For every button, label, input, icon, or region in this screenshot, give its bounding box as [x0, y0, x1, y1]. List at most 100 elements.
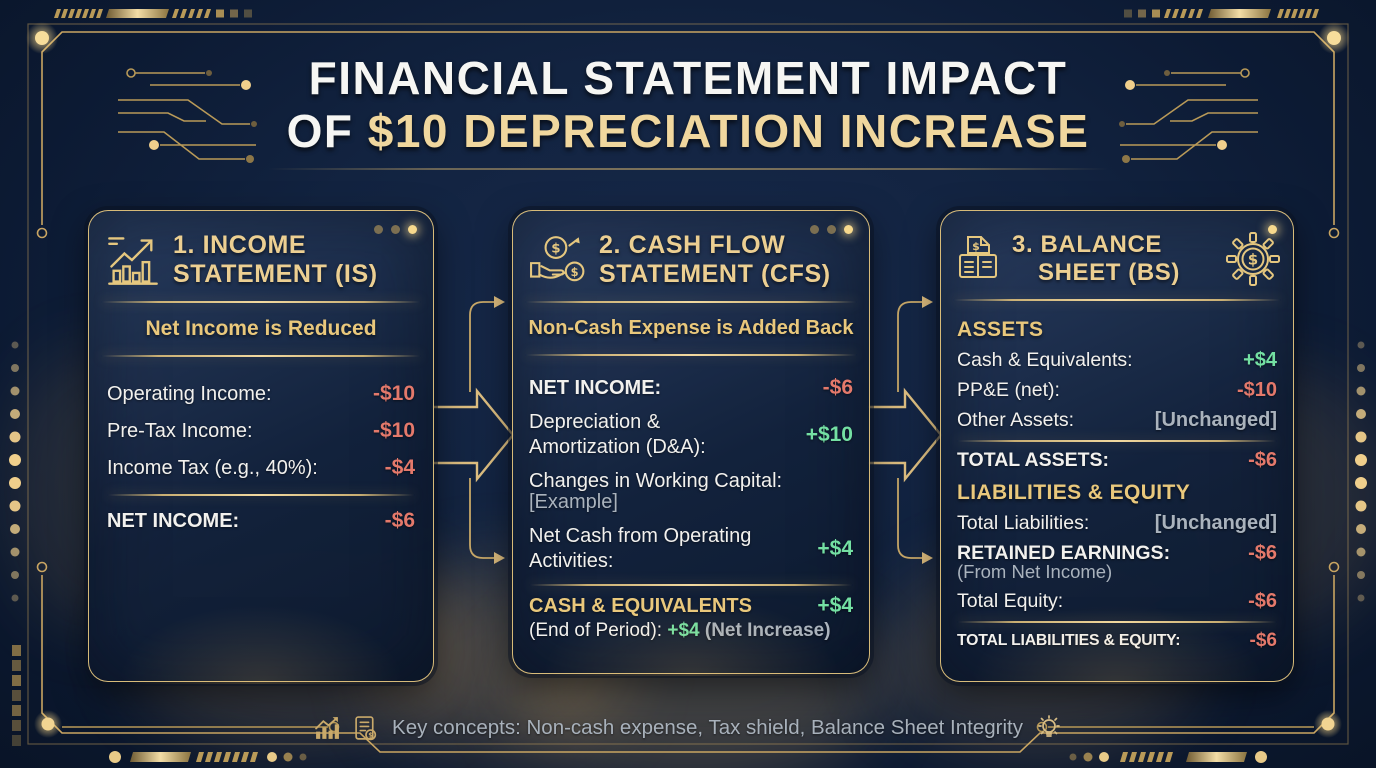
window-dots [810, 225, 853, 234]
row-ppe: PP&E (net): -$10 [957, 379, 1277, 402]
row-net-cash-operating: Net Cash from Operating Activities: +$4 [529, 524, 853, 574]
divider [529, 584, 853, 586]
dot [391, 225, 400, 234]
svg-text:$: $ [368, 731, 373, 739]
title-line2-white: OF [286, 104, 354, 157]
dot-bright [1268, 225, 1277, 234]
row-value: -$10 [372, 382, 415, 405]
divider [953, 299, 1281, 301]
svg-text:$: $ [551, 242, 560, 257]
mini-bar-chart-icon [315, 716, 339, 739]
row-label: Total Equity: [957, 590, 1064, 612]
row-value: -$6 [1248, 542, 1277, 564]
row-label-line1: Net Cash from Operating [529, 525, 752, 547]
row-value: -$6 [1248, 449, 1277, 471]
row-label: Total Liabilities: [957, 512, 1090, 534]
panel-subtitle: Non-Cash Expense is Added Back [528, 317, 854, 339]
panel-header: $ $ 2. CASH FLOW STATEMENT (CFS) [513, 211, 869, 297]
divider [101, 301, 421, 303]
detail-white: (End of Period): [529, 620, 663, 641]
panel-income-statement: 1. INCOME STATEMENT (IS) Net Income is R… [88, 210, 434, 684]
row-cash-equivalents: Cash & Equivalents: +$4 [957, 349, 1277, 372]
row-label-line2: Amortization (D&A): [529, 436, 706, 458]
window-dots [1268, 225, 1277, 234]
mini-document-icon: $ [355, 715, 377, 740]
row-value: -$6 [1249, 630, 1277, 651]
dot [810, 225, 819, 234]
row-label: TOTAL ASSETS: [957, 449, 1110, 471]
row-value: [Unchanged] [1154, 512, 1277, 534]
section-liabilities-equity: LIABILITIES & EQUITY [957, 481, 1191, 504]
panel-title-line1: 3. BALANCE [1012, 231, 1163, 259]
row-value: -$6 [1248, 590, 1277, 612]
row-cash-equivalents-detail: (End of Period): +$4 (Net Increase) [513, 620, 869, 642]
top-hatch-strip-right [1124, 9, 1319, 18]
panel-title-line2: STATEMENT (IS) [173, 260, 378, 288]
row-total-assets: TOTAL ASSETS: -$6 [957, 449, 1277, 472]
panel-title-line1: 1. INCOME [173, 231, 307, 259]
row-value: -$6 [822, 376, 853, 399]
dot [827, 225, 836, 234]
svg-text:$: $ [972, 240, 980, 253]
row-label: Pre-Tax Income: [107, 419, 253, 442]
row-label: NET INCOME: [529, 376, 662, 399]
main-title: FINANCIAL STATEMENT IMPACT OF $10 DEPREC… [0, 52, 1376, 170]
row-value: +$4 [817, 537, 853, 560]
panel-title-line2: STATEMENT (CFS) [599, 260, 831, 288]
svg-text:$: $ [1248, 251, 1258, 269]
row-value: [Unchanged] [1154, 409, 1277, 431]
row-total-liabilities-equity: TOTAL LIABILITIES & EQUITY: -$6 [957, 630, 1277, 652]
side-dots-left [9, 341, 21, 602]
window-dots [374, 225, 417, 234]
divider [957, 621, 1277, 623]
row-label: CASH & EQUIVALENTS [529, 594, 752, 617]
side-dots-right [1355, 341, 1367, 602]
panel-balance-sheet: $ 3. BALANCE SHEET (BS) [940, 210, 1294, 684]
panel-title: 2. CASH FLOW STATEMENT (CFS) [599, 231, 831, 289]
row-value: +$4 [817, 594, 853, 617]
gear-dollar-icon: $ [1226, 232, 1280, 286]
divider [525, 354, 857, 356]
row-income-tax: Income Tax (e.g., 40%): -$4 [107, 456, 415, 480]
row-label: Changes in Working Capital: [529, 470, 783, 492]
flow-arrow-is-to-cfs [432, 296, 515, 564]
row-label: Income Tax (e.g., 40%): [107, 456, 318, 479]
dot-bright [844, 225, 853, 234]
row-label: Other Assets: [957, 409, 1075, 431]
row-total-liabilities: Total Liabilities: [Unchanged] [957, 512, 1277, 535]
row-label: Net Cash from Operating Activities: [529, 524, 751, 574]
title-line2: OF $10 DEPRECIATION INCREASE [0, 104, 1376, 158]
hand-coins-icon: $ $ [530, 236, 585, 282]
title-line2-gold: $10 DEPRECIATION INCREASE [367, 104, 1090, 157]
divider [957, 440, 1277, 442]
row-value: -$10 [1236, 379, 1277, 401]
row-value: -$10 [372, 419, 415, 442]
lightbulb-icon [1038, 715, 1060, 737]
divider [101, 355, 421, 357]
row-total-equity: Total Equity: -$6 [957, 590, 1277, 613]
panel-header: 1. INCOME STATEMENT (IS) [89, 211, 433, 297]
title-underline [268, 167, 1108, 170]
title-line1: FINANCIAL STATEMENT IMPACT [308, 52, 1068, 104]
svg-text:$: $ [571, 265, 579, 279]
panel-title-line2: SHEET (BS) [1038, 259, 1181, 286]
row-label: Cash & Equivalents: [957, 349, 1133, 371]
section-assets: ASSETS [957, 318, 1044, 341]
row-other-assets: Other Assets: [Unchanged] [957, 409, 1277, 432]
panel-header: $ 3. BALANCE SHEET (BS) [941, 211, 1293, 295]
panel-title: 1. INCOME STATEMENT (IS) [173, 231, 378, 289]
row-value: -$6 [384, 509, 415, 532]
row-note: [Example] [529, 491, 618, 513]
bar-chart-icon [108, 237, 158, 285]
panel-title-line1: 2. CASH FLOW [599, 231, 786, 259]
side-squares-left [12, 645, 21, 746]
row-value: +$4 [1243, 349, 1277, 371]
divider [525, 301, 857, 303]
flow-arrow-cfs-to-bs [868, 296, 943, 564]
line-items: Operating Income: -$10 Pre-Tax Income: -… [89, 361, 433, 533]
row-label: Operating Income: [107, 382, 272, 405]
line-items: ASSETS Cash & Equivalents: +$4 PP&E (net… [941, 305, 1293, 652]
row-pretax-income: Pre-Tax Income: -$10 [107, 419, 415, 443]
row-retained-earnings: RETAINED EARNINGS: -$6 [957, 542, 1277, 565]
